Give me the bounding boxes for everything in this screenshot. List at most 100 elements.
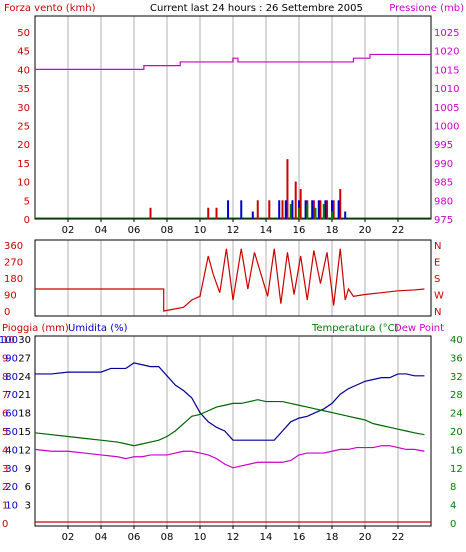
rain-tick-label: 3 — [2, 464, 8, 475]
hour-tick-label: 06 — [128, 532, 141, 543]
compass-tick-label: W — [434, 291, 444, 302]
pressure-line — [35, 53, 431, 70]
wind-tick-label: 50 — [17, 28, 30, 39]
pressure-tick-label: 980 — [434, 196, 453, 207]
rain-tick-label: 1 — [2, 501, 8, 512]
hour-tick-label: 16 — [293, 532, 306, 543]
hour-tick-label: 20 — [359, 225, 372, 236]
chart-title: Current last 24 hours : 26 Settembre 200… — [150, 3, 363, 14]
temperature-tick-label: 32 — [450, 372, 463, 383]
hour-tick-label: 18 — [326, 225, 339, 236]
rain-tick-label: 6 — [2, 409, 8, 420]
rain-tick-label: 8 — [2, 372, 8, 383]
hour-tick-label: 14 — [260, 532, 273, 543]
temperature-tick-label: 8 — [450, 482, 456, 493]
hour-tick-label: 20 — [359, 532, 372, 543]
wind-pressure-panel: 0510152025303540455097598098599099510001… — [17, 15, 459, 236]
temperature-mirror-tick-label: 30 — [18, 335, 31, 346]
hour-tick-label: 02 — [62, 532, 75, 543]
pressure-tick-label: 975 — [434, 215, 453, 226]
pressure-tick-label: 1015 — [434, 65, 459, 76]
temperature-mirror-tick-label: 27 — [18, 353, 31, 364]
humidity-line — [35, 362, 425, 441]
humidity-tick-label: 50 — [5, 427, 18, 438]
humidity-temperature-panel: 0123456789101020304050607080901003691215… — [0, 335, 463, 543]
humidity-tick-label: 20 — [5, 482, 18, 493]
humidity-tick-label: 90 — [5, 353, 18, 364]
pressure-axis-label: Pressione (mb) — [389, 3, 464, 14]
rain-tick-label: 9 — [2, 353, 8, 364]
pressure-tick-label: 995 — [434, 140, 453, 151]
dewpoint-axis-label: Dew Point — [394, 323, 444, 334]
dewpoint-line — [34, 445, 425, 469]
temperature-line — [34, 399, 425, 447]
temperature-tick-label: 20 — [450, 427, 463, 438]
hour-tick-label: 12 — [227, 225, 240, 236]
temperature-mirror-tick-label: 3 — [25, 501, 31, 512]
hour-tick-label: 22 — [392, 225, 405, 236]
pressure-tick-label: 990 — [434, 159, 453, 170]
temperature-axis-label: Temperatura (°C) — [311, 323, 399, 334]
rain-tick-label: 10 — [2, 335, 15, 346]
rain-tick-label: 5 — [2, 427, 8, 438]
compass-tick-label: N — [434, 307, 441, 318]
humidity-tick-label: 80 — [5, 372, 18, 383]
temperature-mirror-tick-label: 24 — [18, 372, 31, 383]
wind-tick-label: 45 — [17, 47, 30, 58]
wind-tick-label: 5 — [24, 196, 30, 207]
temperature-tick-label: 0 — [450, 519, 456, 530]
direction-tick-label: 90 — [4, 291, 17, 302]
rain-tick-label: 4 — [2, 445, 8, 456]
wind-tick-label: 15 — [17, 159, 30, 170]
wind-tick-label: 35 — [17, 84, 30, 95]
pressure-tick-label: 985 — [434, 178, 453, 189]
hour-tick-label: 04 — [95, 225, 108, 236]
temperature-mirror-tick-label: 9 — [25, 464, 31, 475]
wind-tick-label: 40 — [17, 65, 30, 76]
wind-tick-label: 30 — [17, 103, 30, 114]
compass-tick-label: E — [434, 258, 440, 269]
rain-axis-label: Pioggia (mm) — [2, 323, 69, 334]
temperature-tick-label: 4 — [450, 501, 456, 512]
direction-tick-label: 180 — [4, 274, 23, 285]
compass-tick-label: N — [434, 241, 441, 252]
wind-axis-label: Forza vento (kmh) — [4, 3, 96, 14]
hour-tick-label: 12 — [227, 532, 240, 543]
humidity-tick-label: 40 — [5, 445, 18, 456]
wind-tick-label: 20 — [17, 140, 30, 151]
wind-direction-plot-frame — [34, 239, 432, 317]
wind-tick-label: 0 — [24, 215, 30, 226]
hour-tick-label: 18 — [326, 532, 339, 543]
humidity-tick-label: 10 — [5, 501, 18, 512]
humidity-tick-label: 100 — [0, 335, 18, 346]
temperature-mirror-tick-label: 18 — [18, 409, 31, 420]
temperature-tick-label: 16 — [450, 445, 463, 456]
hour-tick-label: 02 — [62, 225, 75, 236]
pressure-tick-label: 1010 — [434, 84, 459, 95]
pressure-tick-label: 1005 — [434, 103, 459, 114]
temperature-tick-label: 24 — [450, 409, 463, 420]
hour-tick-label: 16 — [293, 225, 306, 236]
pressure-tick-label: 1000 — [434, 122, 459, 133]
hour-tick-label: 10 — [194, 532, 207, 543]
humidity-tick-label: 60 — [5, 409, 18, 420]
hour-tick-label: 06 — [128, 225, 141, 236]
wind-direction-line — [35, 248, 425, 312]
temperature-mirror-tick-label: 12 — [18, 445, 31, 456]
pressure-tick-label: 1025 — [434, 28, 459, 39]
hour-tick-label: 14 — [260, 225, 273, 236]
direction-tick-label: 270 — [4, 258, 23, 269]
hour-tick-label: 08 — [161, 532, 174, 543]
hour-tick-label: 08 — [161, 225, 174, 236]
humidity-tick-label: 30 — [5, 464, 18, 475]
temperature-mirror-tick-label: 15 — [18, 427, 31, 438]
hour-tick-label: 04 — [95, 532, 108, 543]
direction-tick-label: 0 — [4, 307, 10, 318]
pressure-tick-label: 1020 — [434, 47, 459, 58]
temperature-mirror-tick-label: 21 — [18, 390, 31, 401]
temperature-mirror-tick-label: 6 — [25, 482, 31, 493]
humidity-axis-label: Umidita (%) — [68, 323, 128, 334]
wind-tick-label: 25 — [17, 122, 30, 133]
